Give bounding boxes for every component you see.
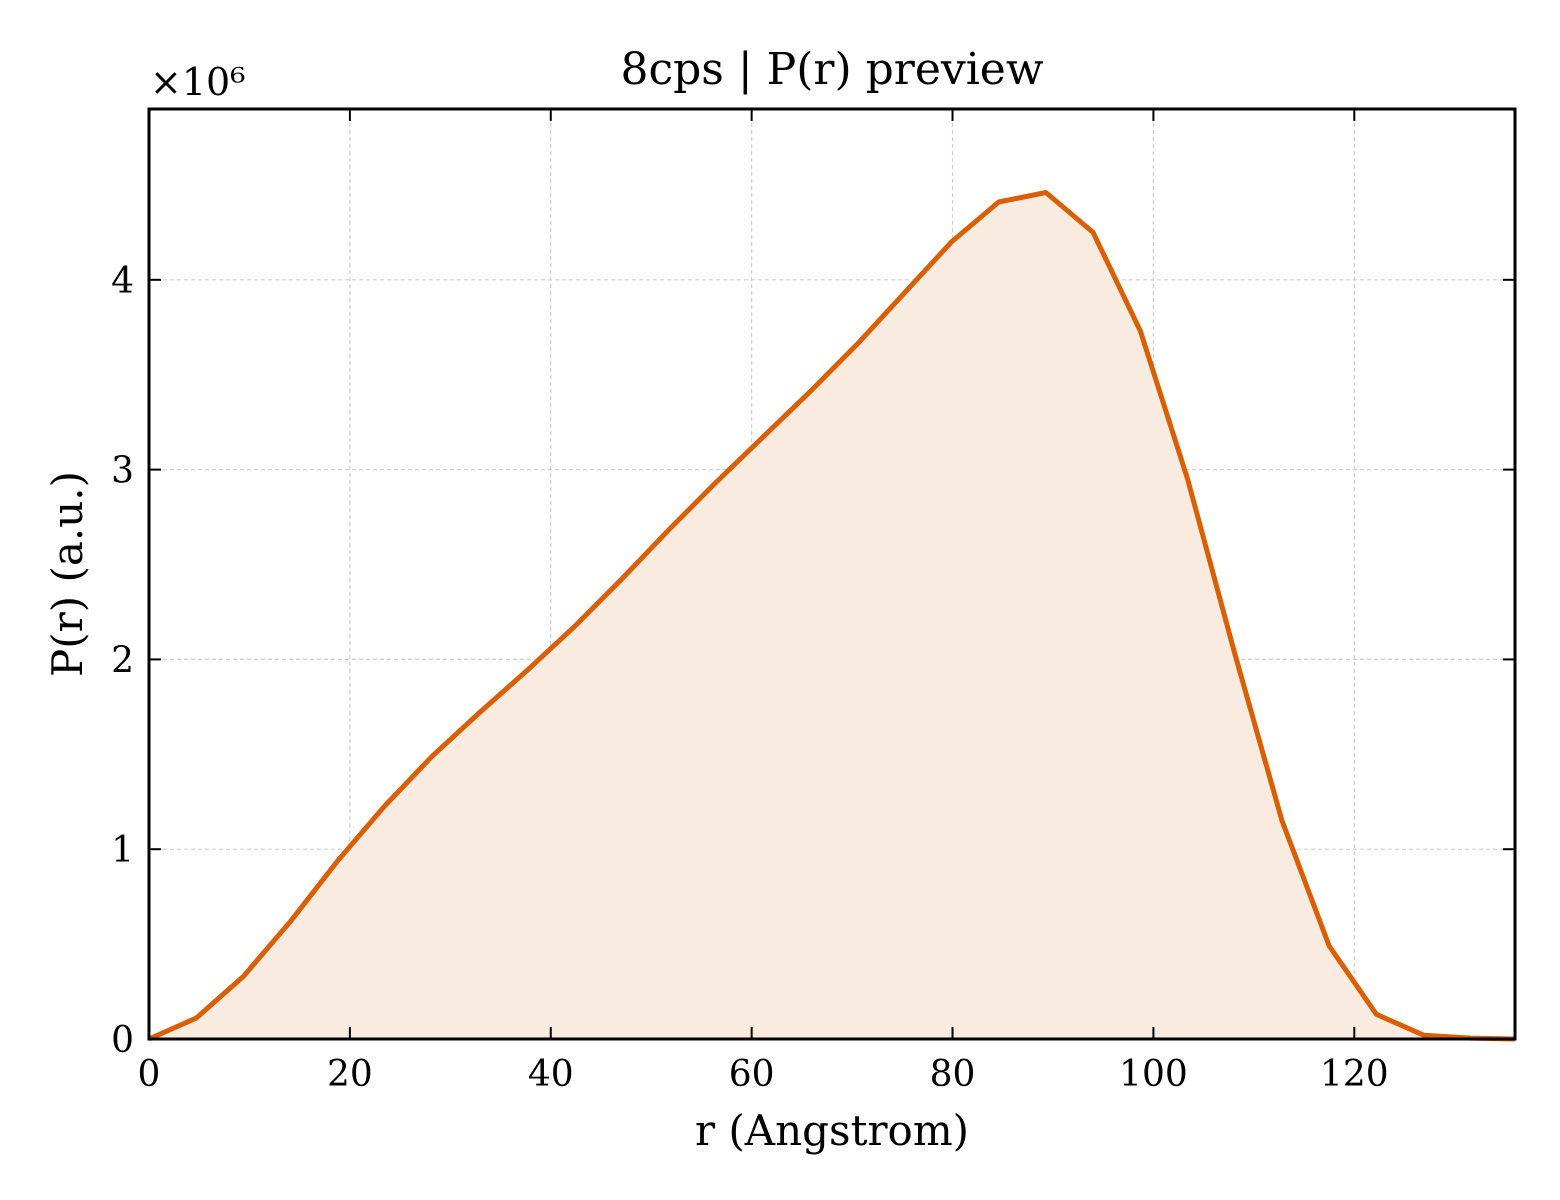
y-tick-label: 4 [111,261,134,302]
x-tick-label: 60 [729,1054,775,1095]
series-line [147,190,1516,1042]
y-multiplier-label: ×10⁶ [150,60,245,104]
plot-frame [147,107,1517,1041]
y-tick-label: 1 [111,830,134,871]
x-tick-label: 120 [1320,1054,1389,1095]
area-fill [149,192,1515,1039]
y-tick-label: 0 [111,1020,134,1061]
x-tick-label: 0 [138,1054,161,1095]
y-tick-label: 2 [111,640,134,681]
x-tick-label: 80 [930,1054,976,1095]
x-tick-label: 20 [327,1054,373,1095]
chart-title: 8cps | P(r) preview [620,44,1043,95]
y-axis-label: P(r) (a.u.) [43,471,92,677]
x-tick-label: 40 [528,1054,574,1095]
axis-ticks: 0 20 40 60 80 100 120 0 1 2 3 4 [111,109,1515,1095]
x-tick-label: 100 [1119,1054,1188,1095]
x-axis-label: r (Angstrom) [695,1106,969,1155]
y-tick-label: 3 [111,451,134,492]
